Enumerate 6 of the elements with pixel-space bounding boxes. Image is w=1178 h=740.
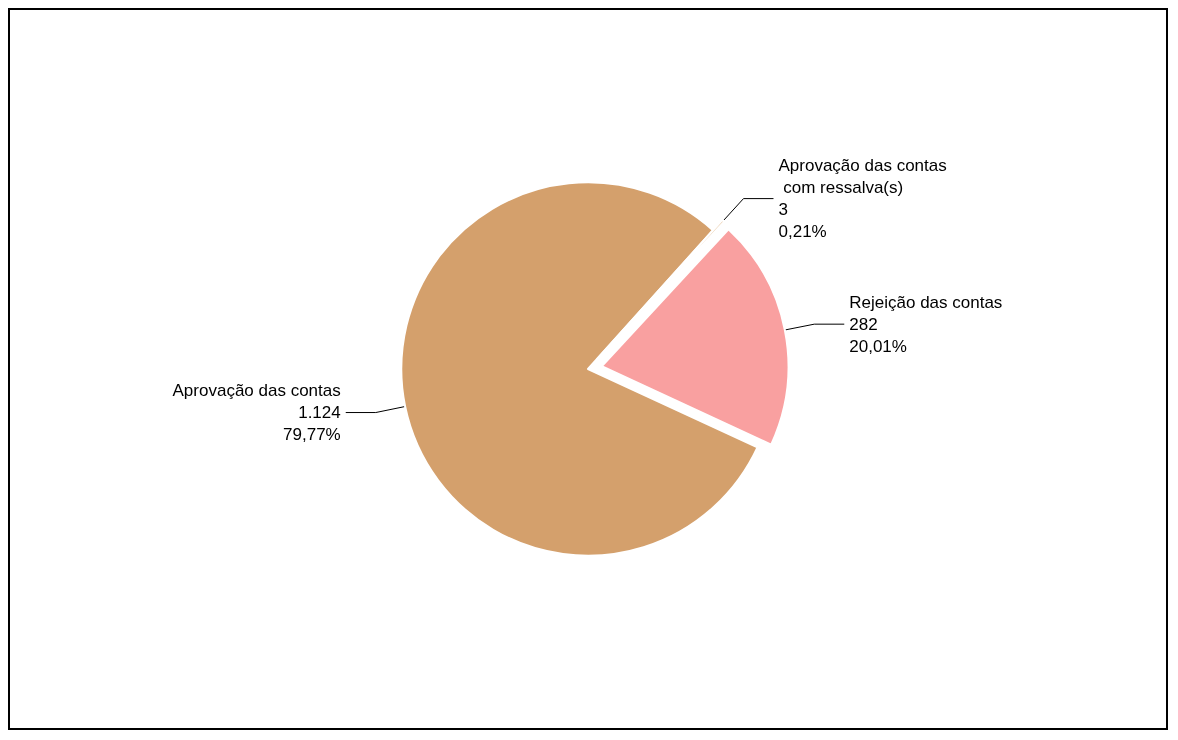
slice-label: Aprovação das contas com ressalva(s) <box>778 156 947 198</box>
data-label: 3 0,21% <box>778 200 827 242</box>
data-label: 1.124 79,77% <box>283 403 341 445</box>
slice-label: Aprovação das contas <box>172 381 341 401</box>
slice-label: Rejeição das contas <box>849 292 1003 312</box>
data-label: 282 20,01% <box>849 314 907 356</box>
